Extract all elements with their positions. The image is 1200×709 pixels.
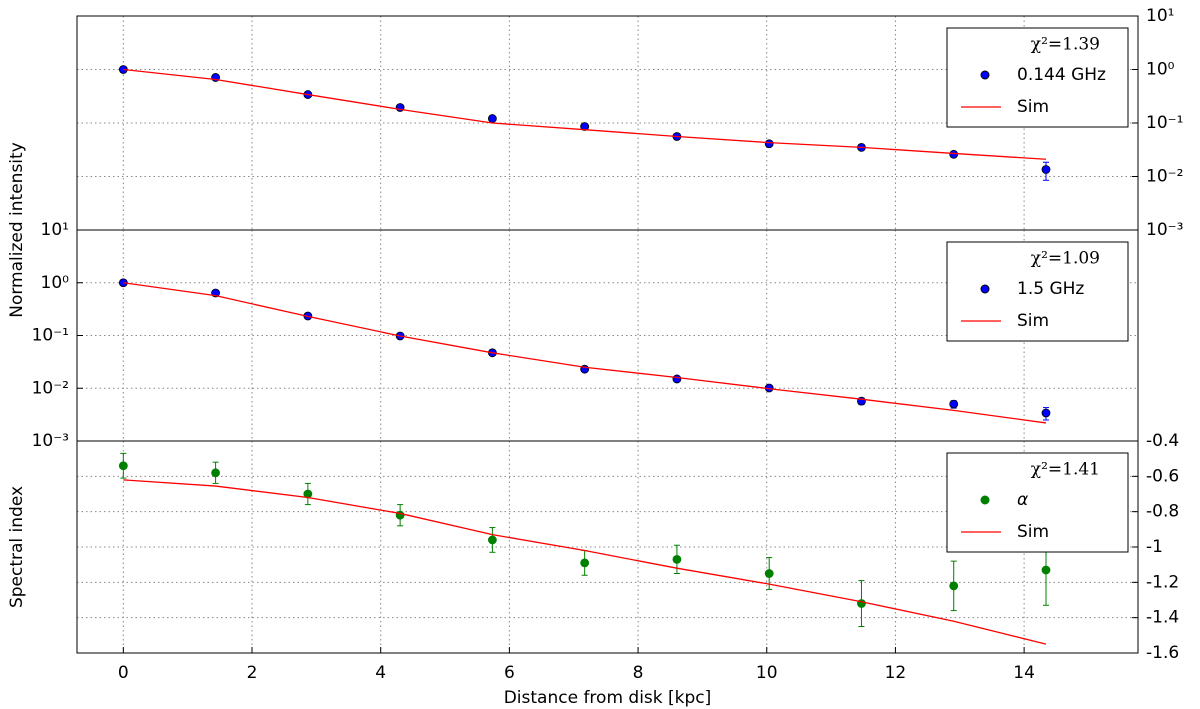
y-tick-label: -0.4: [1146, 431, 1179, 451]
y-tick-label: 10¹: [1146, 6, 1174, 26]
y-tick-label: 10⁻³: [32, 431, 69, 451]
x-tick-label: 8: [633, 663, 644, 683]
y-tick-label: 10⁻¹: [32, 326, 69, 346]
legend-annotation: χ²=1.41: [1031, 460, 1100, 480]
legend-marker: [980, 495, 990, 505]
sim-line: [123, 68, 1047, 160]
y-tick-label: 10⁻³: [1146, 220, 1183, 240]
legend-label: α: [1017, 490, 1028, 510]
plot-frame: [76, 440, 1139, 654]
y-tick-label: 10⁻²: [32, 378, 69, 398]
legend-box: [946, 241, 1129, 342]
data-point: [1041, 565, 1051, 575]
legend-label: Sim: [1017, 522, 1049, 542]
y-tick-label: -1.4: [1146, 608, 1179, 628]
y-axis-label: Spectral index: [7, 486, 27, 608]
data-point: [211, 468, 220, 478]
legend-label: 0.144 GHz: [1017, 65, 1106, 85]
data-point: [580, 558, 590, 568]
y-tick-label: 10⁰: [41, 273, 70, 293]
x-tick-label: 2: [247, 663, 258, 683]
data-point: [487, 114, 497, 123]
y-tick-label: -0.8: [1146, 502, 1179, 522]
sim-line: [123, 282, 1047, 424]
y-tick-label: 10¹: [41, 220, 69, 240]
x-tick-label: 10: [756, 663, 778, 683]
data-point: [487, 535, 497, 545]
legend-marker: [980, 70, 990, 80]
legend-label: Sim: [1017, 97, 1049, 117]
legend-label: 1.5 GHz: [1017, 279, 1084, 299]
x-axis-label: Distance from disk [kpc]: [504, 688, 712, 708]
data-point: [1041, 408, 1051, 418]
x-tick-label: 14: [1013, 663, 1035, 683]
legend-label: Sim: [1017, 311, 1049, 331]
data-point: [764, 139, 774, 149]
data-point: [672, 374, 682, 384]
x-tick-label: 4: [375, 663, 386, 683]
y-tick-label: -1.2: [1146, 572, 1179, 592]
sim-line: [123, 479, 1047, 645]
y-tick-label: -1.6: [1146, 643, 1179, 663]
y-axis-label: Normalized intensity: [7, 142, 27, 318]
y-tick-label: 10⁻²: [1146, 167, 1183, 187]
legend-box: [946, 27, 1129, 128]
legend-marker: [980, 284, 990, 294]
y-tick-label: -0.6: [1146, 466, 1179, 486]
y-tick-label: 10⁻¹: [1146, 113, 1183, 133]
legend-annotation: χ²=1.39: [1031, 35, 1100, 55]
data-point: [118, 461, 128, 471]
data-point: [949, 399, 959, 409]
legend-box: [946, 452, 1129, 553]
y-tick-label: 10⁰: [1146, 60, 1175, 80]
x-tick-label: 0: [118, 663, 129, 683]
data-point: [580, 122, 590, 131]
x-tick-label: 6: [504, 663, 515, 683]
legend-annotation: χ²=1.09: [1031, 249, 1100, 269]
data-point: [949, 149, 959, 159]
y-tick-label: -1: [1146, 537, 1163, 557]
data-point: [1041, 165, 1051, 174]
data-point: [949, 581, 959, 591]
data-point: [764, 569, 774, 578]
x-tick-label: 12: [885, 663, 907, 683]
data-point: [672, 554, 682, 564]
